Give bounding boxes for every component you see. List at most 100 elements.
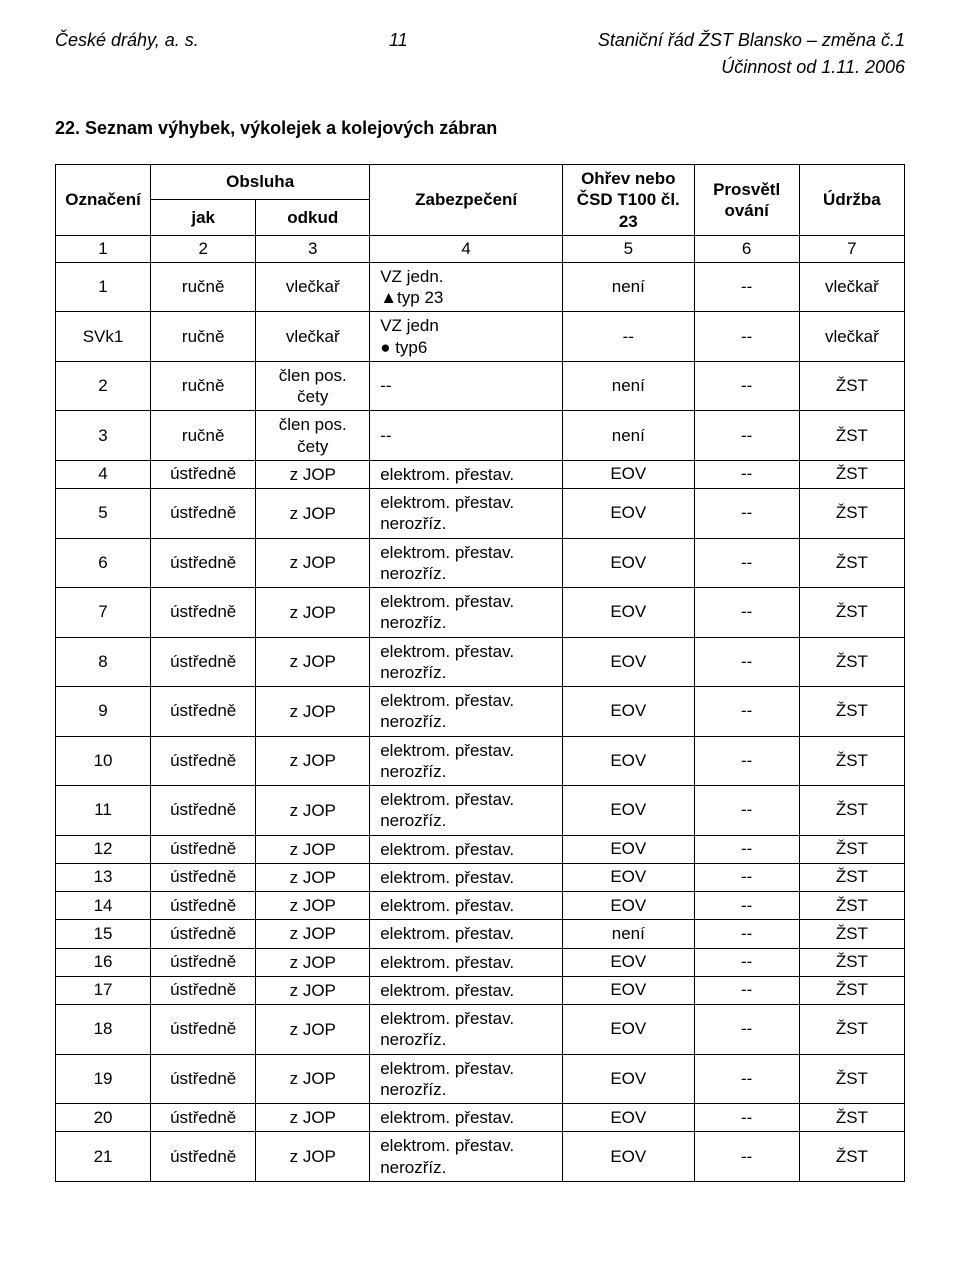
cell: 15 — [56, 920, 151, 948]
cell: z JOP — [256, 460, 370, 488]
cell: vlečkař — [256, 262, 370, 312]
numcell: 5 — [563, 235, 694, 262]
cell: elektrom. přestav. nerozříz. — [370, 1054, 563, 1104]
cell: ŽST — [799, 920, 904, 948]
table-row: 18ústředněz JOPelektrom. přestav. nerozř… — [56, 1005, 905, 1055]
cell: z JOP — [256, 786, 370, 836]
cell: 14 — [56, 892, 151, 920]
cell: ústředně — [151, 920, 256, 948]
cell: -- — [694, 411, 799, 461]
cell: elektrom. přestav. — [370, 920, 563, 948]
cell: ŽST — [799, 687, 904, 737]
cell: 6 — [56, 538, 151, 588]
cell: ručně — [151, 262, 256, 312]
numcell: 1 — [56, 235, 151, 262]
cell: ručně — [151, 361, 256, 411]
cell: 21 — [56, 1132, 151, 1182]
table-body: 1ručněvlečkařVZ jedn.▲typ 23není--vlečka… — [56, 262, 905, 1181]
cell: EOV — [563, 687, 694, 737]
col-prosvetlovani: Prosvětl ování — [694, 165, 799, 236]
cell: ústředně — [151, 786, 256, 836]
cell: z JOP — [256, 1054, 370, 1104]
cell: EOV — [563, 786, 694, 836]
cell: z JOP — [256, 920, 370, 948]
col-oznaceni: Označení — [56, 165, 151, 236]
table-row: 5ústředněz JOPelektrom. přestav. nerozří… — [56, 489, 905, 539]
cell: ŽST — [799, 892, 904, 920]
cell: -- — [694, 312, 799, 362]
cell: člen pos. čety — [256, 411, 370, 461]
col-ohrev: Ohřev nebo ČSD T100 čl. 23 — [563, 165, 694, 236]
cell: 16 — [56, 948, 151, 976]
cell: z JOP — [256, 1132, 370, 1182]
cell: ústředně — [151, 736, 256, 786]
cell: ústředně — [151, 460, 256, 488]
table-row: 15ústředněz JOPelektrom. přestav.není--Ž… — [56, 920, 905, 948]
cell: člen pos. čety — [256, 361, 370, 411]
cell: -- — [694, 786, 799, 836]
table-row: SVk1ručněvlečkařVZ jedn● typ6----vlečkař — [56, 312, 905, 362]
cell: elektrom. přestav. nerozříz. — [370, 538, 563, 588]
cell: ústředně — [151, 637, 256, 687]
cell: z JOP — [256, 976, 370, 1004]
cell: není — [563, 920, 694, 948]
numcell: 7 — [799, 235, 904, 262]
cell: ŽST — [799, 948, 904, 976]
cell: 7 — [56, 588, 151, 638]
cell: -- — [370, 411, 563, 461]
cell: ŽST — [799, 976, 904, 1004]
cell: 20 — [56, 1104, 151, 1132]
cell: elektrom. přestav. — [370, 835, 563, 863]
cell: elektrom. přestav. — [370, 892, 563, 920]
cell: -- — [563, 312, 694, 362]
cell: -- — [694, 637, 799, 687]
cell: z JOP — [256, 892, 370, 920]
cell: -- — [694, 1132, 799, 1182]
section-title: 22. Seznam výhybek, výkolejek a kolejový… — [55, 118, 905, 139]
cell: EOV — [563, 1132, 694, 1182]
table-row: 14ústředněz JOPelektrom. přestav.EOV--ŽS… — [56, 892, 905, 920]
cell: VZ jedn● typ6 — [370, 312, 563, 362]
cell: z JOP — [256, 588, 370, 638]
cell: z JOP — [256, 835, 370, 863]
cell: není — [563, 361, 694, 411]
cell: ústředně — [151, 1005, 256, 1055]
cell: z JOP — [256, 1005, 370, 1055]
cell: ŽST — [799, 538, 904, 588]
cell: EOV — [563, 460, 694, 488]
cell: 11 — [56, 786, 151, 836]
cell: ústředně — [151, 976, 256, 1004]
cell: elektrom. přestav. — [370, 1104, 563, 1132]
cell: -- — [694, 687, 799, 737]
cell: ŽST — [799, 460, 904, 488]
cell: -- — [694, 948, 799, 976]
table-row: 16ústředněz JOPelektrom. přestav.EOV--ŽS… — [56, 948, 905, 976]
col-udrzba: Údržba — [799, 165, 904, 236]
cell: EOV — [563, 892, 694, 920]
cell: EOV — [563, 1054, 694, 1104]
table-row: 2ručněčlen pos. čety--není--ŽST — [56, 361, 905, 411]
table-row: 4ústředněz JOPelektrom. přestav.EOV--ŽST — [56, 460, 905, 488]
table-row: 11ústředněz JOPelektrom. přestav. nerozř… — [56, 786, 905, 836]
cell: elektrom. přestav. nerozříz. — [370, 786, 563, 836]
cell: ŽST — [799, 736, 904, 786]
cell: 4 — [56, 460, 151, 488]
numcell: 4 — [370, 235, 563, 262]
cell: ŽST — [799, 863, 904, 891]
cell: ŽST — [799, 361, 904, 411]
header-subtitle: Účinnost od 1.11. 2006 — [55, 57, 905, 78]
cell: 5 — [56, 489, 151, 539]
cell: ŽST — [799, 1054, 904, 1104]
cell: z JOP — [256, 637, 370, 687]
cell: elektrom. přestav. — [370, 460, 563, 488]
cell: 17 — [56, 976, 151, 1004]
cell: z JOP — [256, 687, 370, 737]
cell: ŽST — [799, 786, 904, 836]
cell: ŽST — [799, 411, 904, 461]
cell: ŽST — [799, 1005, 904, 1055]
table-row: 9ústředněz JOPelektrom. přestav. nerozří… — [56, 687, 905, 737]
table-row: 21ústředněz JOPelektrom. přestav. nerozř… — [56, 1132, 905, 1182]
cell: z JOP — [256, 1104, 370, 1132]
switches-table: Označení Obsluha Zabezpečení Ohřev nebo … — [55, 164, 905, 1182]
cell: ŽST — [799, 588, 904, 638]
